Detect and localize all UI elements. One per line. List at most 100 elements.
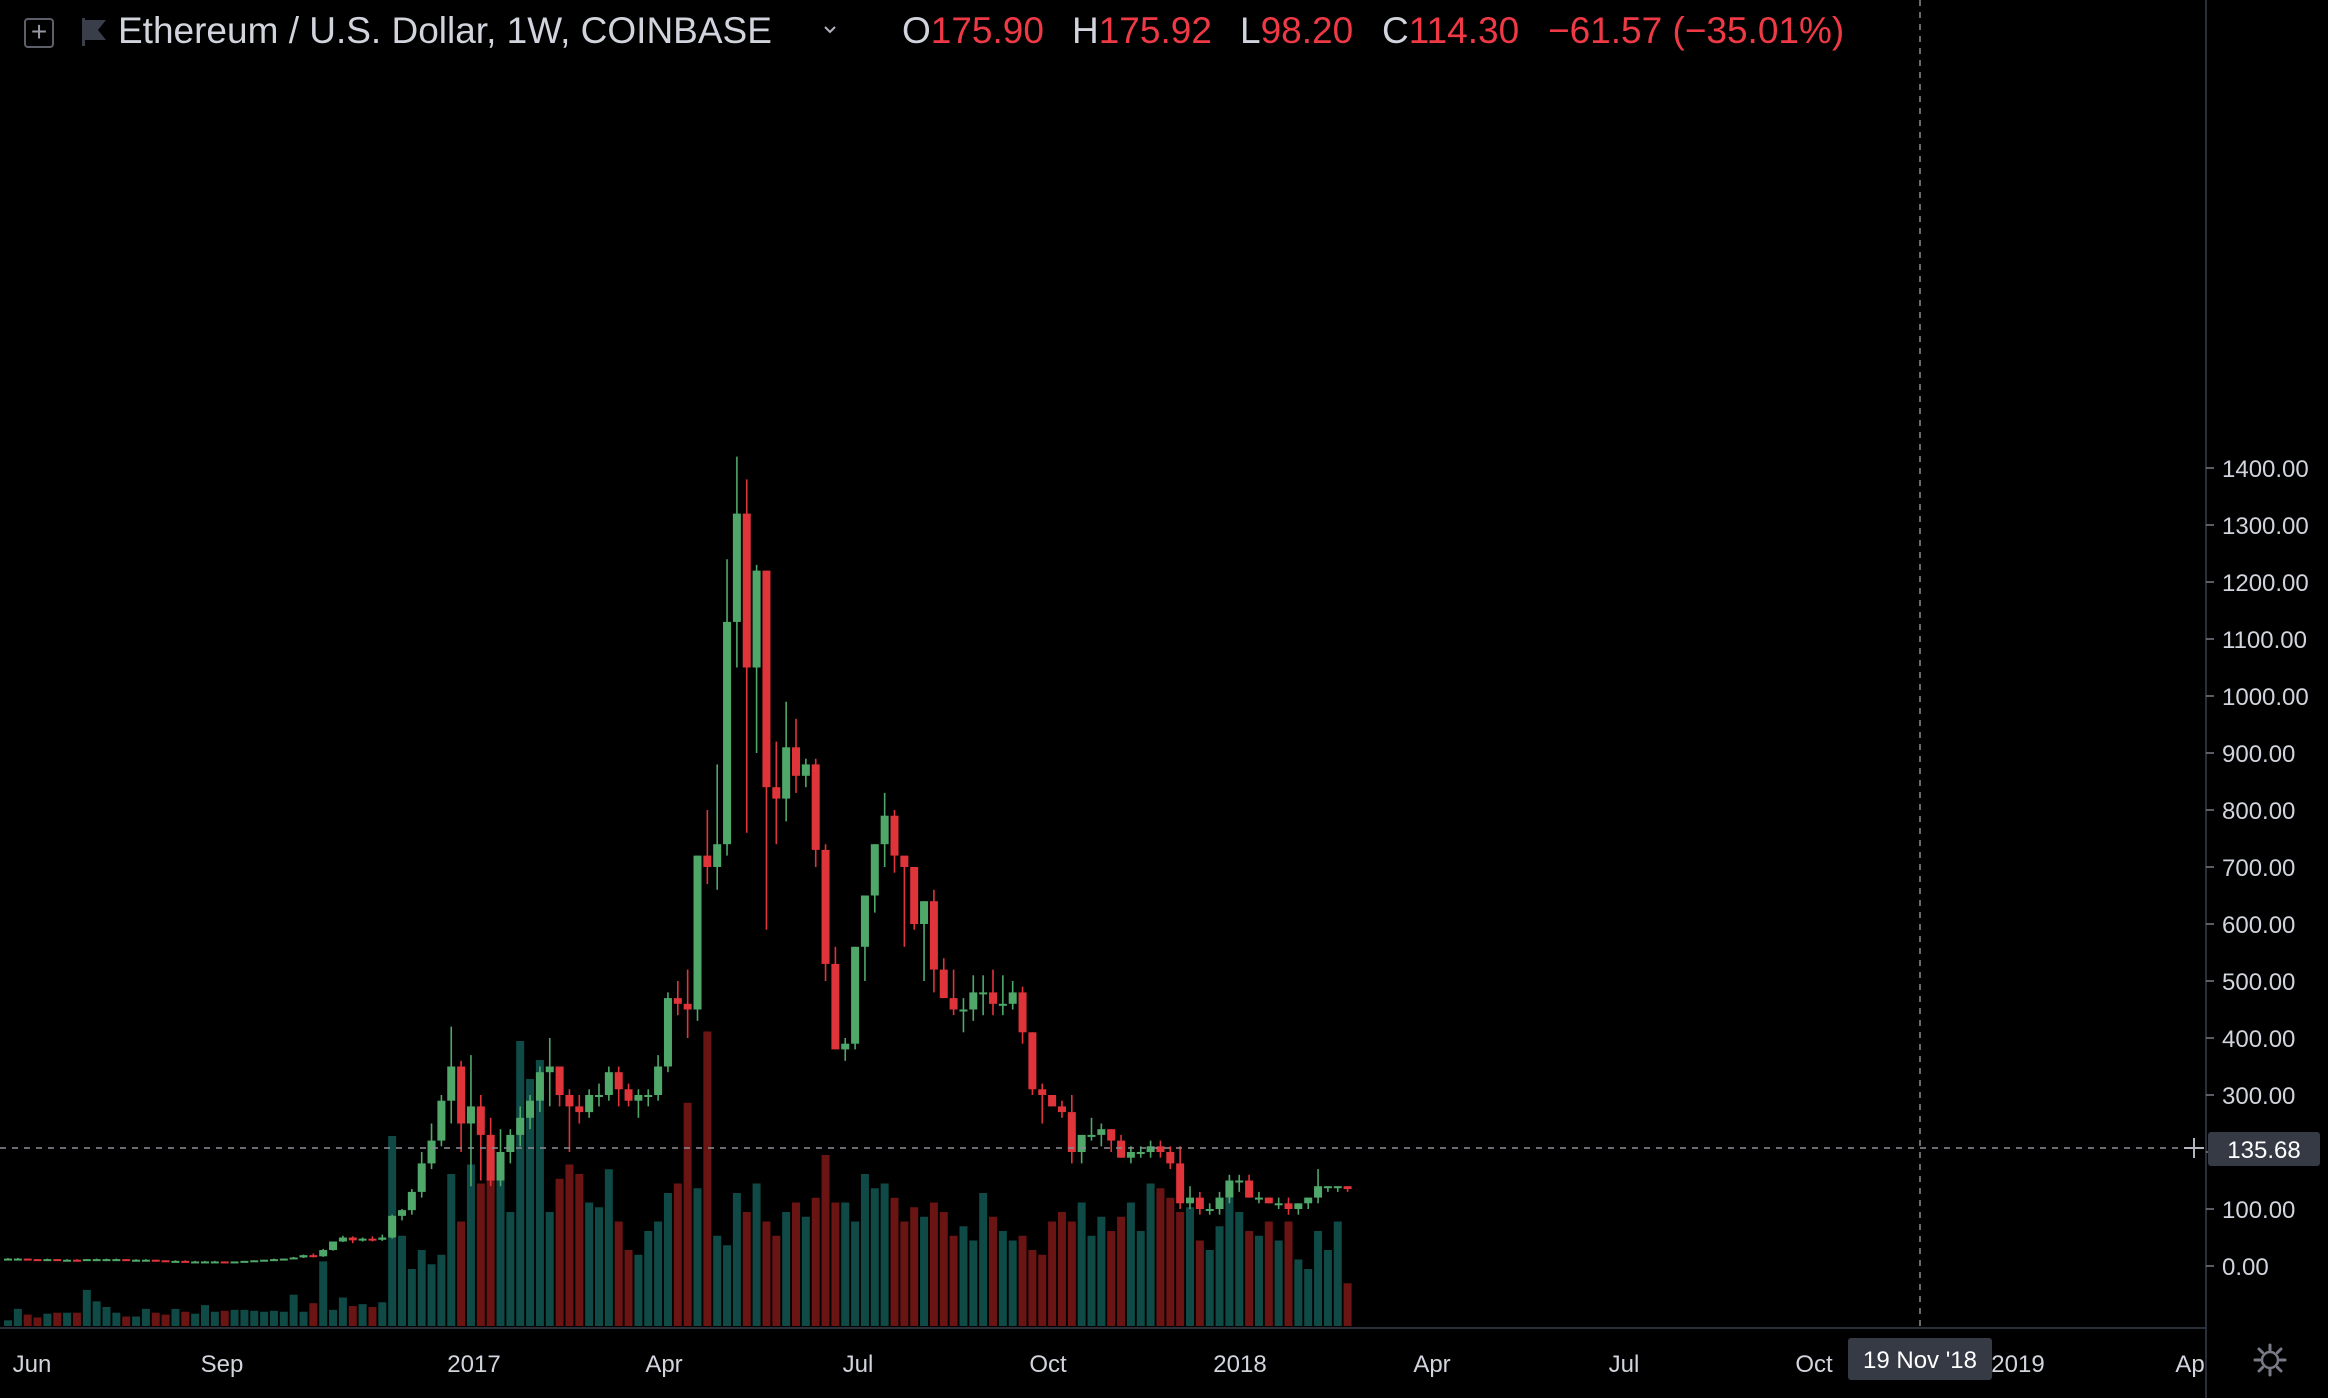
candle-body [230, 1261, 239, 1264]
volume-bar [1097, 1216, 1106, 1326]
candle-body [663, 998, 672, 1067]
volume-bar [939, 1212, 948, 1326]
candle-body [496, 1152, 505, 1181]
candle-body [1087, 1134, 1096, 1137]
x-tick-label: Jun [13, 1351, 52, 1378]
volume-bar [407, 1269, 416, 1326]
candle-body [772, 787, 781, 799]
volume-bar [102, 1307, 111, 1326]
candle-body [151, 1259, 160, 1262]
y-tick-label: 1200.00 [2222, 570, 2309, 597]
candle-body [1333, 1186, 1342, 1189]
volume-bar [329, 1309, 338, 1326]
volume-bar [1205, 1250, 1214, 1326]
volume-bar [526, 1079, 535, 1326]
plus-square-icon: + [30, 16, 48, 47]
volume-bar [161, 1314, 170, 1326]
volume-bar [1304, 1269, 1313, 1326]
candle-body [338, 1237, 347, 1242]
ohlc-low: L98.20 [1240, 10, 1353, 52]
candle-body [1245, 1180, 1254, 1198]
candle-body [723, 621, 732, 845]
candle-body [614, 1072, 623, 1090]
low-label: L [1240, 10, 1261, 51]
candle-body [378, 1237, 387, 1240]
volume-bar [880, 1183, 889, 1326]
volume-bar [4, 1320, 12, 1326]
volume-bar [1284, 1221, 1293, 1326]
candle-body [33, 1259, 42, 1262]
add-symbol-button[interactable]: + [24, 18, 54, 48]
volume-bar [299, 1311, 308, 1326]
candle-body [1205, 1209, 1214, 1211]
ohlc-change: −61.57 (−35.01%) [1548, 10, 1844, 52]
candle-body [122, 1259, 131, 1262]
candle-body [1323, 1186, 1332, 1189]
candle-body [398, 1210, 406, 1216]
candle-body [1314, 1186, 1323, 1198]
candle-body [604, 1072, 613, 1095]
candle-body [427, 1140, 436, 1164]
candle-body [437, 1100, 446, 1141]
y-tick-label: 100.00 [2222, 1197, 2295, 1224]
candle-body [210, 1261, 219, 1264]
volume-bar [929, 1202, 938, 1326]
volume-bar [269, 1310, 278, 1326]
axes: 1400.00 1300.00 1200.00 1100.00 1000.00 900.0… [13, 456, 2309, 1378]
volume-bar [33, 1317, 42, 1326]
low-value: 98.20 [1260, 10, 1354, 51]
candle-body [1304, 1197, 1313, 1204]
candle-body [1225, 1180, 1234, 1198]
volume-bar [920, 1216, 929, 1326]
gear-icon[interactable] [2252, 1342, 2288, 1378]
candle-body [63, 1259, 72, 1262]
volume-bar [516, 1041, 525, 1326]
volume-bar [378, 1302, 387, 1326]
crosshair-date-box [1848, 1338, 1992, 1380]
candle-body [191, 1261, 200, 1264]
volume-bar [969, 1240, 978, 1326]
candle-body [752, 570, 761, 668]
candle-body [654, 1066, 663, 1095]
y-tick-label: 700.00 [2222, 855, 2295, 882]
candle-body [1166, 1152, 1175, 1164]
candle-body [1048, 1095, 1057, 1107]
crosshair-price-box [2208, 1132, 2320, 1166]
change-value: −61.57 (−35.01%) [1548, 10, 1845, 51]
open-label: O [902, 10, 931, 51]
volume-bar [1008, 1240, 1017, 1326]
volume-bar [673, 1183, 682, 1326]
candle-body [1284, 1203, 1293, 1209]
x-tick-label: 2017 [447, 1351, 500, 1378]
high-value: 175.92 [1098, 10, 1212, 51]
symbol-title[interactable]: Ethereum / U.S. Dollar, 1W, COINBASE [118, 10, 772, 51]
candle-body [535, 1072, 544, 1101]
candle-body [240, 1260, 249, 1263]
volume-bar [555, 1178, 564, 1326]
flag-icon[interactable] [82, 18, 108, 46]
candle-body [624, 1089, 633, 1101]
volume-bar [723, 1245, 732, 1326]
candle-body [1156, 1146, 1165, 1152]
candle-body [545, 1066, 554, 1073]
volume-bar [1107, 1231, 1116, 1326]
volume-bar [1343, 1283, 1352, 1326]
volume-bar [535, 1060, 544, 1326]
volume-bar [1117, 1216, 1126, 1326]
chevron-down-icon[interactable] [822, 22, 838, 38]
candle-body [388, 1215, 397, 1238]
volume-bar [220, 1310, 229, 1326]
x-tick-label: Apr [1413, 1351, 1450, 1378]
volume-bar [466, 1164, 475, 1326]
volume-bar [240, 1309, 249, 1326]
volume-bar [1048, 1221, 1057, 1326]
volume-bar [417, 1250, 426, 1326]
candle-body [289, 1257, 298, 1260]
x-tick-label: Sep [201, 1351, 244, 1378]
candle-body [417, 1163, 426, 1192]
candle-body [673, 998, 682, 1004]
candle-body [279, 1258, 288, 1261]
volume-bar [732, 1193, 741, 1326]
candle-body [910, 867, 919, 924]
